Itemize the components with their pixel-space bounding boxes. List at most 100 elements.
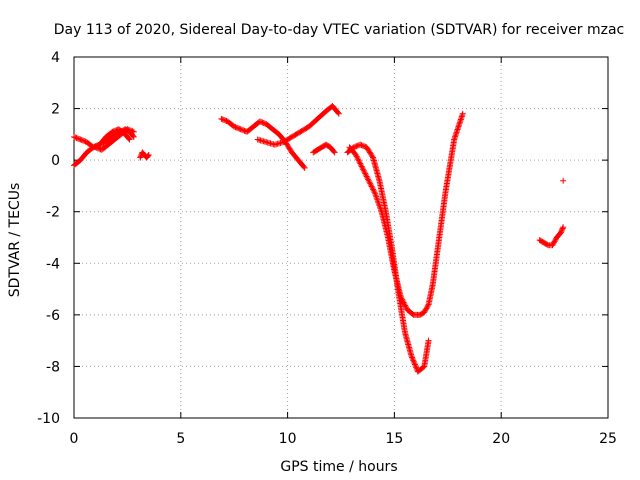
x-tick-label: 5 [176,431,185,447]
data-point [76,135,83,142]
data-point [424,302,431,309]
data-point [355,157,362,164]
data-point [237,126,244,133]
data-point [371,189,378,196]
data-point [413,364,420,371]
data-point [559,226,566,233]
data-point [359,142,366,149]
plot-frame [73,56,609,419]
data-point [357,162,364,169]
y-tick-label: -4 [46,256,60,272]
data-point [129,128,136,135]
data-point [78,137,85,144]
data-point [361,169,368,176]
data-point [354,154,361,161]
data-point [112,127,119,134]
data-point [412,362,419,369]
y-tick-labels: -10 -8 -6 -4 -2 0 2 4 [37,50,60,427]
x-tick-label: 20 [492,431,510,447]
data-point [410,358,417,365]
data-point [71,133,77,140]
data-point [130,133,137,140]
data-point [130,128,137,135]
data-point [409,354,416,361]
data-point [256,118,263,125]
data-point [365,177,372,184]
chart-title: Day 113 of 2020, Sidereal Day-to-day VTE… [54,22,624,38]
data-point [124,126,131,133]
data-point [109,128,116,135]
data-point [126,136,133,143]
data-point [552,237,559,244]
data-point [358,142,365,149]
x-tick-labels: 0 5 10 15 20 25 [70,431,617,447]
data-point [364,174,371,181]
y-tick-label: -6 [46,308,60,324]
data-point [410,357,417,364]
data-point [401,300,408,307]
y-tick-label: -8 [46,359,60,375]
data-point [72,134,79,141]
data-point [363,173,370,180]
data-point [367,182,374,189]
data-point [73,134,80,141]
data-points [71,102,567,375]
data-point [398,295,405,302]
data-point [366,179,373,186]
data-point [125,135,132,142]
x-tick-label: 0 [70,431,79,447]
data-point [356,159,363,166]
data-point [408,353,415,360]
data-point [549,242,556,249]
data-point [360,166,367,173]
data-point [300,163,307,170]
data-point [219,116,226,123]
x-tick-label: 10 [279,431,297,447]
x-axis-label: GPS time / hours [280,459,397,475]
data-point [558,229,565,236]
data-point [397,293,404,300]
y-tick-label: -2 [46,205,60,221]
data-point [222,117,229,124]
data-point [145,152,152,159]
data-point [421,309,428,316]
data-point [361,143,368,150]
data-point [459,110,466,117]
data-point [367,180,374,187]
data-point [335,110,342,117]
data-point [145,151,152,158]
data-point [399,298,406,305]
data-point [330,148,337,155]
data-point [125,126,132,133]
data-point [370,187,377,194]
data-point [368,183,375,190]
data-point [126,127,133,134]
data-point [411,361,418,368]
data-point [411,360,418,367]
data-point [409,355,416,362]
data-point [551,238,558,245]
data-point [352,143,359,150]
data-point [331,149,338,156]
data-point [220,116,227,123]
data-point [235,125,242,132]
data-point [425,337,432,344]
data-point [92,144,99,151]
data-point [358,163,365,170]
data-point [231,123,238,130]
data-point [238,126,245,133]
data-point [402,303,409,310]
data-point [357,160,364,167]
axis-ticks [73,56,609,419]
data-point [362,170,369,177]
data-point [360,167,367,174]
data-point [81,138,88,145]
data-point [258,118,265,125]
y-axis-label: SDTVAR / TECUs [7,183,23,298]
data-point [110,128,117,135]
data-point [137,154,144,161]
data-point [357,141,364,148]
data-point [400,299,407,306]
data-point [369,184,376,191]
data-point [232,124,239,131]
